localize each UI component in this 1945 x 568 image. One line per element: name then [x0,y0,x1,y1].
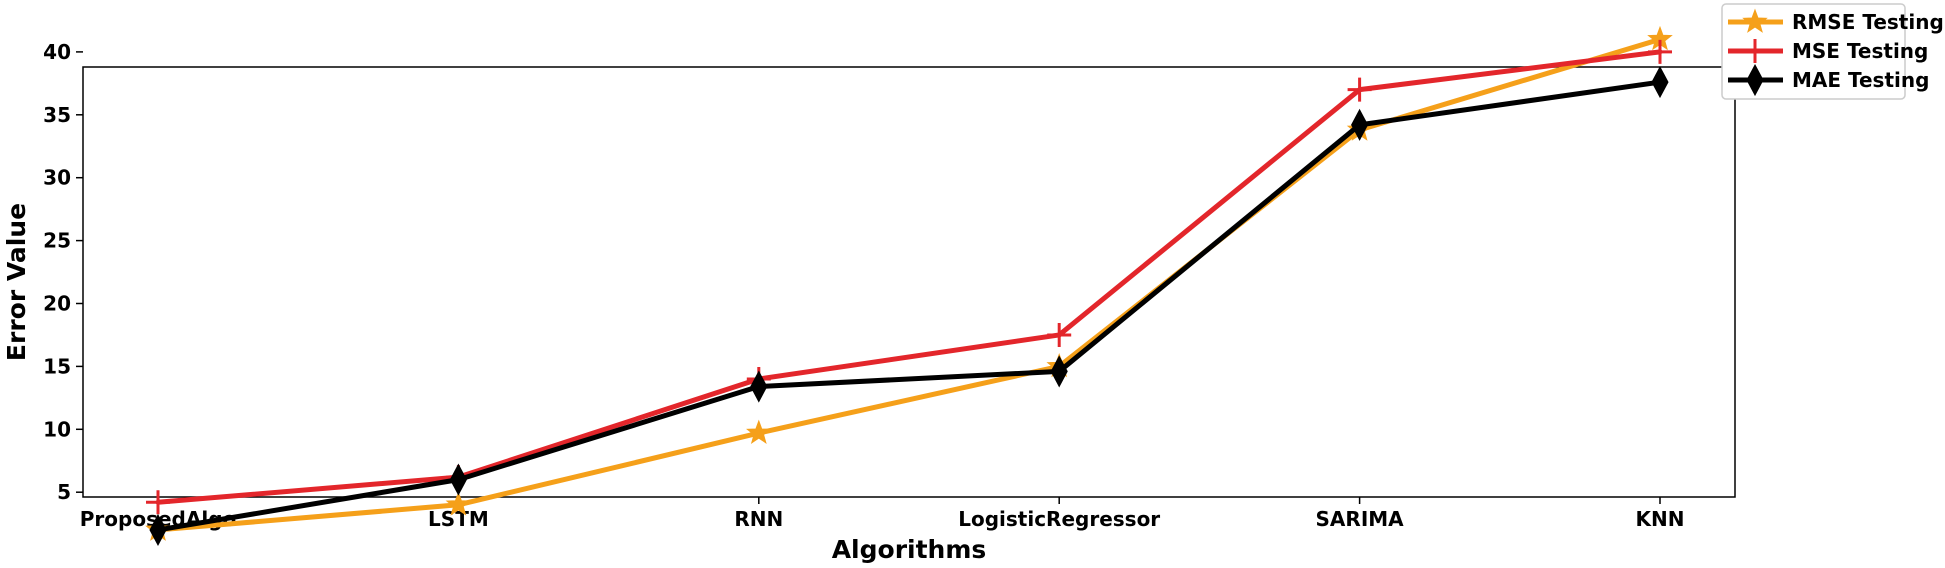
y-tick-label: 5 [57,480,71,504]
x-tick-label: RNN [734,507,783,531]
mae-testing-point [149,513,167,547]
mae-testing-point [1351,108,1369,141]
mse-testing-point [1347,77,1372,102]
plot-frame [82,66,1736,498]
x-tick-label: KNN [1636,507,1685,531]
legend-label: MAE Testing [1792,68,1929,92]
mae-testing-line [155,79,1663,533]
legend-label: RMSE Testing [1792,10,1944,34]
legend-item-mse-testing: MSE Testing [1728,39,1928,63]
legend-swatch-marker [1746,63,1764,97]
legend-label: MSE Testing [1792,39,1928,63]
mae-testing-series [149,66,1669,547]
y-tick-label: 10 [43,417,71,441]
legend: RMSE Testing MSE Testing MAE Testing [1721,3,1944,100]
x-tick-label: SARIMA [1316,507,1405,531]
legend-swatch-marker [1743,39,1767,63]
mse-testing-line [155,49,1663,505]
x-axis-label: Algorithms [832,535,987,564]
legend-swatch-marker [1742,8,1768,33]
y-tick-label: 35 [43,103,71,127]
mae-testing-point [1651,66,1669,99]
legend-frame [1721,3,1906,100]
legend-item-rmse-testing: RMSE Testing [1728,8,1944,34]
mse-testing-point [1648,39,1672,64]
series-layer [145,25,1673,547]
y-tick-label: 15 [43,354,71,378]
x-tick-label: LogisticRegressor [958,507,1160,531]
y-axis-ticks: 5 10 15 20 25 30 35 40 [43,40,83,504]
rmse-testing-point [445,491,472,516]
legend-item-mae-testing: MAE Testing [1728,63,1929,97]
y-tick-label: 40 [43,40,71,64]
x-tick-label: LSTM [428,507,489,531]
y-tick-label: 25 [43,229,71,253]
rmse-testing-line [155,36,1663,533]
mae-testing-point [1050,355,1068,388]
mse-testing-series [146,39,1672,515]
mse-testing-point [146,490,170,515]
mse-testing-point [1047,322,1072,347]
y-tick-label: 30 [43,166,71,190]
mae-testing-point [449,463,467,496]
mae-testing-point [750,370,768,403]
rmse-testing-point [746,419,772,444]
y-tick-label: 20 [43,292,71,316]
rmse-testing-series [145,25,1673,541]
y-axis-label: Error Value [2,203,31,361]
